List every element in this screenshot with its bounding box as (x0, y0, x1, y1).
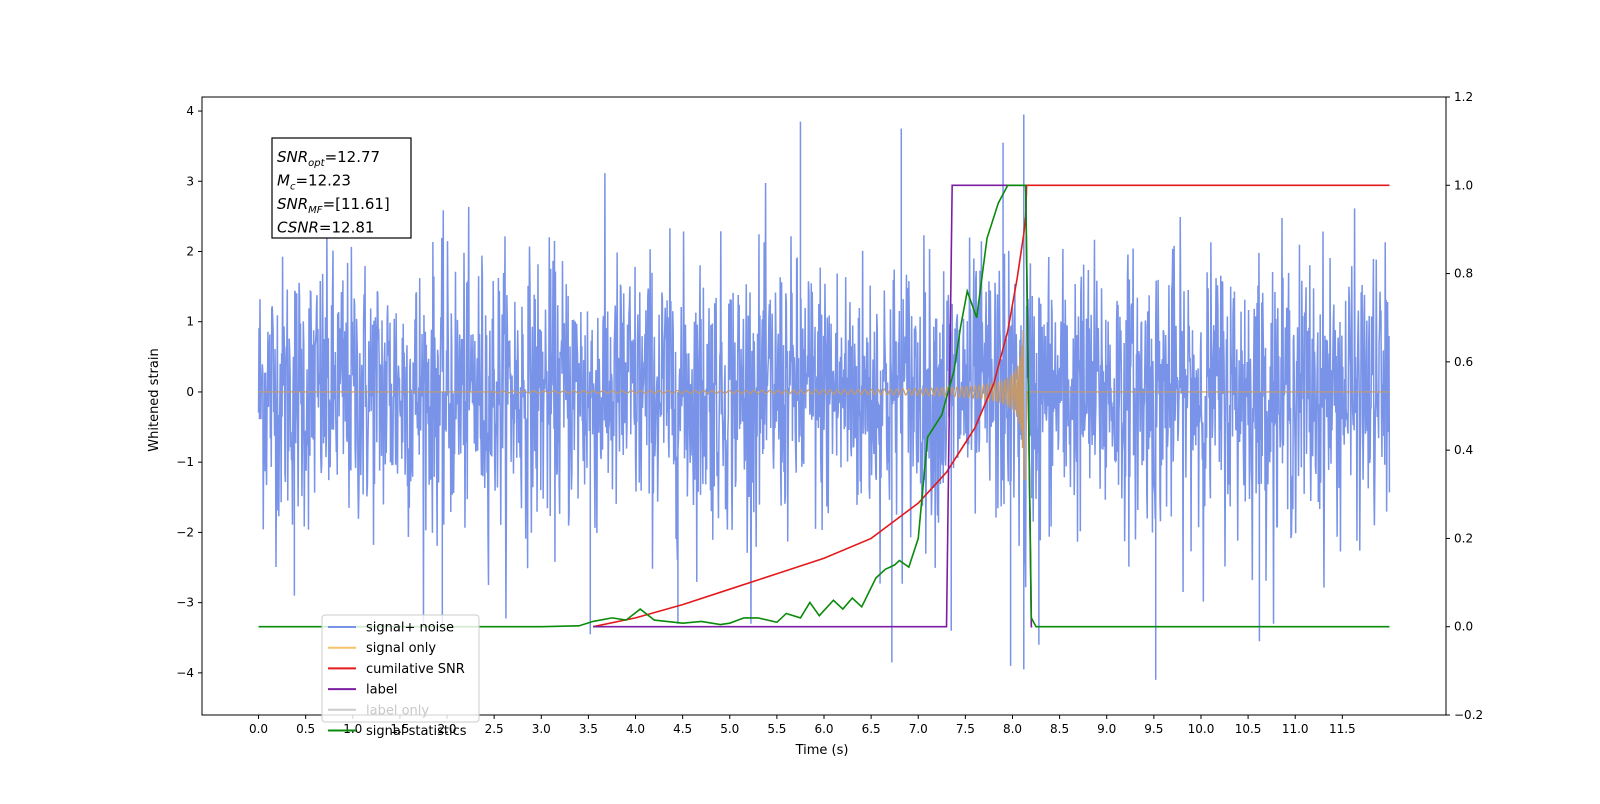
y2-tick-label: 1.2 (1454, 90, 1473, 104)
x-tick-label: 3.5 (579, 722, 598, 736)
x-tick-label: 6.5 (862, 722, 881, 736)
y2-tick-label: 1.0 (1454, 178, 1473, 192)
y2-tick-label: 0.2 (1454, 531, 1473, 545)
x-tick-label: 4.0 (626, 722, 645, 736)
x-tick-label: 7.5 (956, 722, 975, 736)
x-tick-label: 8.0 (1003, 722, 1022, 736)
y-tick-label: 0 (186, 385, 194, 399)
legend: signal+ noise signal only cumilative SNR la… (321, 614, 480, 739)
x-tick-label: 7.0 (909, 722, 928, 736)
y-tick-label: −3 (176, 596, 194, 610)
x-tick-label: 11.0 (1282, 722, 1309, 736)
annotation-line: CSNR=12.81 (277, 219, 374, 237)
x-tick-label: 1.0 (343, 722, 362, 736)
y-tick-label: 4 (186, 104, 194, 118)
y2-tick-label: 0.8 (1454, 267, 1473, 281)
legend-label: label (366, 683, 397, 698)
y-tick-label: −2 (176, 525, 194, 539)
y2-tick-label: 0.4 (1454, 443, 1473, 457)
legend-label: cumilative SNR (366, 662, 465, 677)
x-axis-label: Time (s) (795, 743, 849, 758)
x-tick-label: 8.5 (1050, 722, 1069, 736)
x-tick-label: 3.0 (532, 722, 551, 736)
x-tick-label: 2.5 (485, 722, 504, 736)
y-tick-label: 3 (186, 174, 194, 188)
y-tick-label: 2 (186, 245, 194, 259)
y2-tick-label: 0.0 (1454, 620, 1473, 634)
y2-tick-label: 0.6 (1454, 355, 1473, 369)
annotation-frame (271, 137, 412, 239)
annotation-line: Mc=12.23 (277, 172, 351, 193)
y2-tick-label: −0.2 (1454, 708, 1483, 722)
x-tick-label: 9.0 (1097, 722, 1116, 736)
series-cumilative-snr (592, 184, 1390, 628)
legend-label: label only (366, 703, 429, 718)
x-tick-label: 9.5 (1144, 722, 1163, 736)
legend-label: signal+ noise (366, 621, 454, 636)
x-tick-label: 10.5 (1235, 722, 1262, 736)
annotation-line: SNRMF=[11.61] (277, 195, 390, 216)
annotation-line: SNRopt=12.77 (277, 148, 380, 169)
y-tick-label: −1 (176, 455, 194, 469)
legend-label: signal statistics (366, 724, 467, 739)
y-tick-label: −4 (176, 666, 194, 680)
x-tick-label: 4.5 (673, 722, 692, 736)
series-signal-statistics (258, 184, 1390, 628)
x-tick-label: 0.5 (296, 722, 315, 736)
series-label (593, 184, 1033, 628)
legend-label: signal only (366, 641, 436, 656)
x-tick-label: 2.0 (437, 722, 456, 736)
x-tick-label: 6.0 (814, 722, 833, 736)
x-tick-label: 1.5 (390, 722, 409, 736)
x-tick-label: 10.0 (1188, 722, 1215, 736)
series-signal-noise (257, 114, 1391, 680)
y-axis-label: Whitened strain (147, 348, 162, 451)
series-signal-only (258, 330, 1390, 480)
x-tick-label: 5.5 (767, 722, 786, 736)
x-tick-label: 11.5 (1329, 722, 1356, 736)
y-tick-label: 1 (186, 315, 194, 329)
axes: 0.0 0.5 1.0 1.5 2.0 2.5 3.0 3.5 4.0 4.5 5.0 5.5 6.0 6… (176, 90, 1483, 736)
legend-frame (321, 614, 480, 723)
x-tick-label: 0.0 (249, 722, 268, 736)
plot-area (257, 114, 1391, 680)
x-tick-label: 5.0 (720, 722, 739, 736)
